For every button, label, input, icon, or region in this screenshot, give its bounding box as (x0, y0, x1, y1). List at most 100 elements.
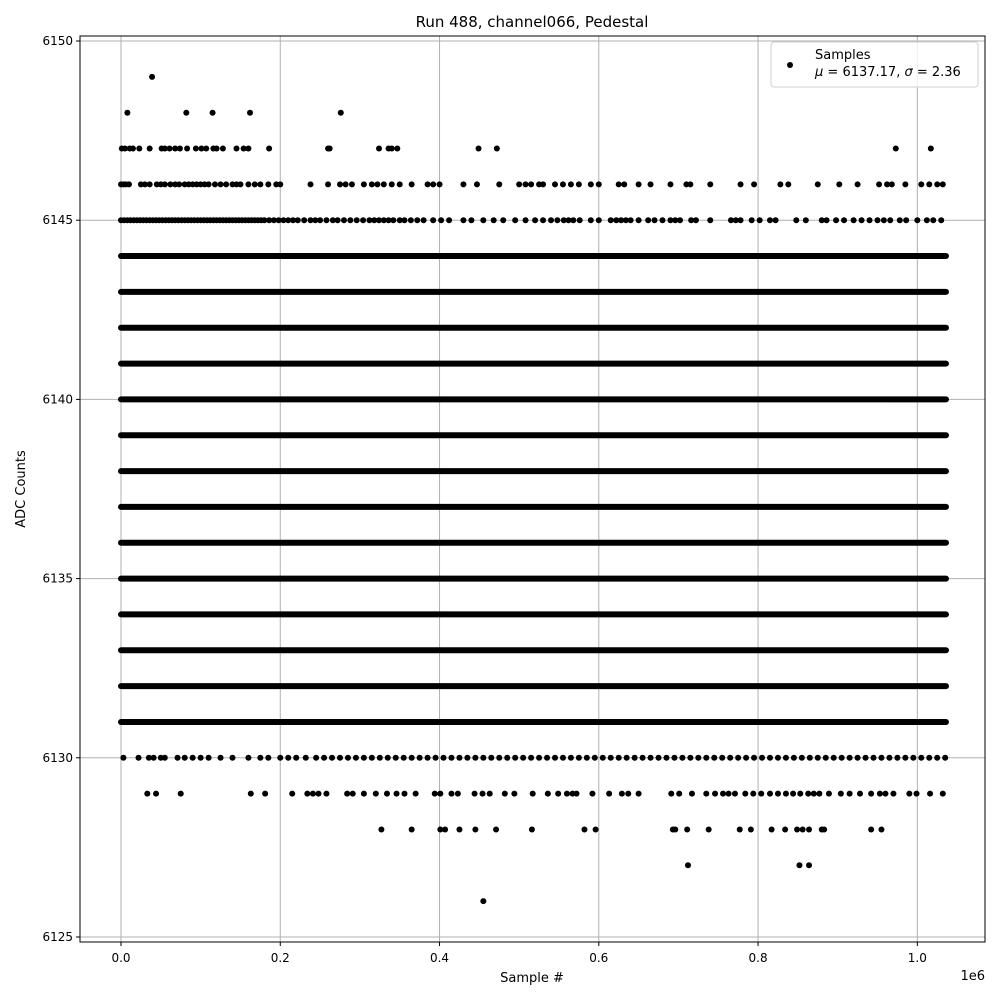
dense-sample-band-6135 (118, 575, 949, 582)
sample-point (816, 790, 823, 797)
sample-point (554, 217, 561, 224)
plot-frame (79, 35, 986, 943)
sample-point (266, 145, 273, 152)
sample-point (799, 826, 806, 833)
sample-point (814, 754, 821, 761)
sample-point (360, 790, 367, 797)
sample-point (480, 898, 487, 905)
sample-point (257, 181, 264, 188)
sample-point (437, 790, 444, 797)
sample-point (894, 754, 901, 761)
sample-point (841, 217, 848, 224)
sample-point (655, 754, 662, 761)
sample-point (866, 217, 873, 224)
sample-point (334, 217, 341, 224)
sample-point (501, 790, 508, 797)
sample-point (615, 181, 622, 188)
sample-point (321, 754, 328, 761)
sample-point (472, 754, 479, 761)
sample-point (621, 181, 628, 188)
sample-point (329, 217, 336, 224)
sample-point (607, 217, 614, 224)
dense-sample-band-6139 (118, 432, 949, 439)
mu-value: = 6137.17, (823, 65, 904, 80)
sample-point (431, 790, 438, 797)
sample-point (806, 862, 813, 869)
x-tick-label: 0.2 (271, 951, 290, 965)
sample-point (846, 790, 853, 797)
sample-point (430, 181, 437, 188)
sample-point (161, 754, 168, 761)
sample-point (209, 109, 216, 116)
sample-point (401, 790, 408, 797)
sample-point (167, 181, 174, 188)
sample-point (233, 145, 240, 152)
sample-point (217, 181, 224, 188)
sample-point (684, 862, 691, 869)
sample-point (393, 790, 400, 797)
sample-point (615, 754, 622, 761)
sample-point (846, 754, 853, 761)
sample-point (192, 145, 199, 152)
sample-point (125, 181, 132, 188)
sample-point (309, 790, 316, 797)
sample-point (613, 217, 620, 224)
sample-point (868, 790, 875, 797)
sample-point (575, 754, 582, 761)
sample-point (687, 181, 694, 188)
sample-point (560, 217, 567, 224)
sample-point (344, 790, 351, 797)
sample-point (472, 826, 479, 833)
sample-point (493, 826, 500, 833)
sample-point (145, 754, 152, 761)
sample-point (384, 754, 391, 761)
sample-point (146, 145, 153, 152)
sample-point (548, 217, 555, 224)
sample-point (257, 754, 264, 761)
sample-point (203, 145, 210, 152)
sample-point (262, 790, 269, 797)
sample-point (376, 145, 383, 152)
sample-point (870, 754, 877, 761)
sample-point (261, 217, 268, 224)
sample-point (407, 217, 414, 224)
sample-point (511, 790, 518, 797)
sample-point (926, 754, 933, 761)
y-axis-ticks: 6125 6130 6135 6140 6145 6150 (42, 34, 80, 944)
sample-point (245, 145, 252, 152)
dense-sample-band-6138 (118, 468, 949, 475)
legend-box (770, 41, 979, 88)
sample-point (551, 754, 558, 761)
sample-point (424, 754, 431, 761)
sample-point (144, 790, 151, 797)
sample-point (166, 145, 173, 152)
sample-point (595, 181, 602, 188)
sample-point (424, 181, 431, 188)
sample-point (806, 826, 813, 833)
sample-point (567, 754, 574, 761)
sample-point (576, 217, 583, 224)
sample-point (520, 754, 527, 761)
sample-point (408, 754, 415, 761)
sample-point (592, 826, 599, 833)
sample-point (512, 754, 519, 761)
sample-point (727, 754, 734, 761)
sample-point (856, 790, 863, 797)
sample-point (703, 790, 710, 797)
sample-point (183, 109, 190, 116)
sample-point (368, 181, 375, 188)
sample-point (396, 181, 403, 188)
sample-point (862, 754, 869, 761)
sample-point (277, 754, 284, 761)
sample-point (631, 754, 638, 761)
sample-point (544, 754, 551, 761)
x-tick-label: 0.8 (749, 951, 768, 965)
sample-point (285, 217, 292, 224)
x-axis-label: Sample # (500, 971, 564, 986)
sample-point (892, 145, 899, 152)
sample-point (627, 217, 634, 224)
sample-point (374, 181, 381, 188)
sample-point (737, 181, 744, 188)
sample-point (240, 145, 247, 152)
sample-point (667, 181, 674, 188)
